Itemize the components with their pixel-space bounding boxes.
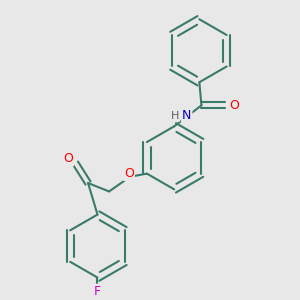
Text: O: O xyxy=(63,152,73,165)
Text: H: H xyxy=(171,111,179,121)
Text: N: N xyxy=(182,109,191,122)
Text: O: O xyxy=(229,99,239,112)
Text: O: O xyxy=(124,167,134,180)
Text: F: F xyxy=(94,285,101,298)
